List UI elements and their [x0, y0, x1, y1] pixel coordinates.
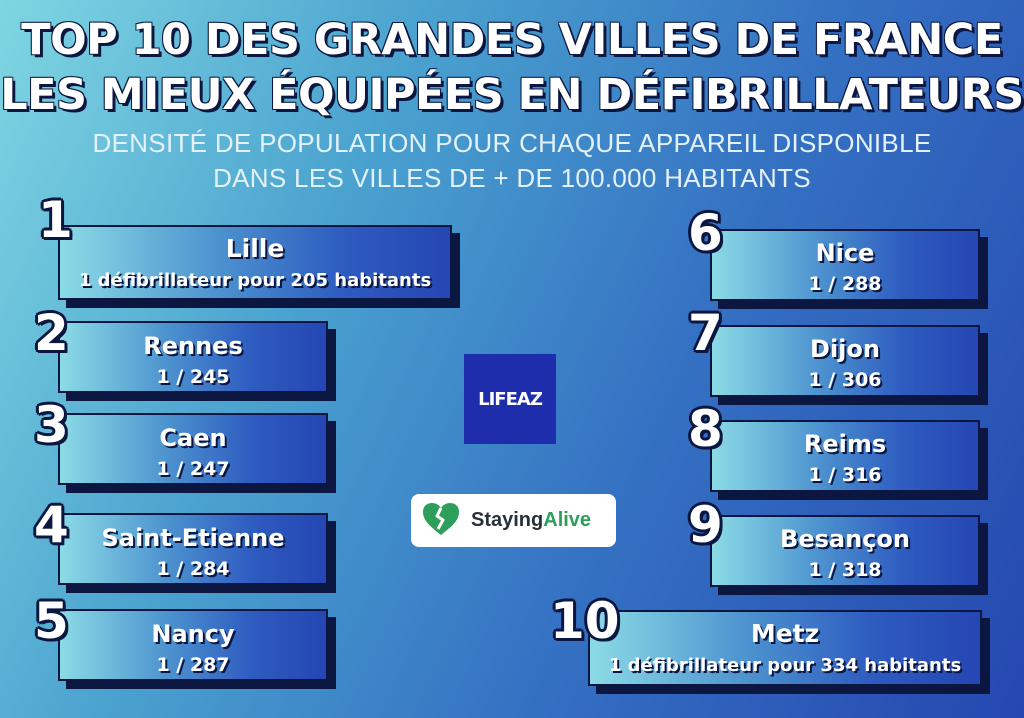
city-name: Metz — [750, 619, 820, 648]
rank-number-7: 7 — [688, 304, 723, 362]
rank-number-3: 3 — [34, 396, 69, 454]
rank-card-4: Saint-Etienne 1 / 284 — [58, 513, 328, 585]
city-name: Nice — [815, 239, 875, 267]
density-ratio: 1 / 316 — [808, 464, 882, 486]
lifeaz-logo-text: LIFEAZ — [478, 388, 543, 410]
rank-card-10: Metz 1 défibrillateur pour 334 habitants — [588, 610, 982, 686]
rank-card-3: Caen 1 / 247 — [58, 413, 328, 485]
city-name: Reims — [803, 430, 887, 458]
density-ratio: 1 / 245 — [156, 366, 230, 388]
city-name: Caen — [159, 424, 227, 452]
rank-number-4: 4 — [34, 496, 69, 554]
subtitle-line-2: DANS LES VILLES DE + DE 100.000 HABITANT… — [213, 163, 811, 193]
density-ratio: 1 / 318 — [808, 559, 882, 581]
rank-card-9: Besançon 1 / 318 — [710, 515, 980, 587]
lifeaz-logo: LIFEAZ — [464, 354, 556, 444]
rank-card-2: Rennes 1 / 245 — [58, 321, 328, 393]
staying-alive-logo: StayingAlive — [411, 494, 616, 547]
rank-number-5: 5 — [34, 592, 69, 650]
broken-heart-icon — [421, 501, 461, 541]
rank-number-8: 8 — [688, 400, 723, 458]
rank-number-1: 1 — [38, 191, 73, 249]
subtitle-line-1: DENSITÉ DE POPULATION POUR CHAQUE APPARE… — [92, 128, 932, 158]
density-ratio: 1 défibrillateur pour 334 habitants — [608, 655, 962, 676]
city-name: Saint-Etienne — [101, 524, 285, 552]
city-name: Besançon — [780, 525, 910, 553]
title-line-2: LES MIEUX ÉQUIPÉES EN DÉFIBRILLATEURS — [0, 70, 1024, 120]
density-ratio: 1 défibrillateur pour 205 habitants — [78, 270, 432, 291]
city-name: Rennes — [143, 332, 243, 360]
density-ratio: 1 / 288 — [808, 273, 882, 295]
density-ratio: 1 / 284 — [156, 558, 230, 580]
rank-card-8: Reims 1 / 316 — [710, 420, 980, 492]
rank-card-6: Nice 1 / 288 — [710, 229, 980, 301]
density-ratio: 1 / 247 — [156, 458, 230, 480]
rank-card-1: Lille 1 défibrillateur pour 205 habitant… — [58, 225, 452, 300]
city-name: Lille — [225, 234, 285, 263]
city-name: Dijon — [810, 335, 880, 363]
density-ratio: 1 / 306 — [808, 369, 882, 391]
city-name: Nancy — [151, 620, 235, 648]
rank-card-5: Nancy 1 / 287 — [58, 609, 328, 681]
staying-alive-text: StayingAlive — [471, 509, 592, 531]
rank-number-10: 10 — [550, 592, 620, 650]
density-ratio: 1 / 287 — [156, 654, 230, 676]
rank-card-7: Dijon 1 / 306 — [710, 325, 980, 397]
rank-number-6: 6 — [688, 204, 723, 262]
rank-number-9: 9 — [688, 496, 723, 554]
title-line-1: TOP 10 DES GRANDES VILLES DE FRANCE — [21, 15, 1003, 65]
rank-number-2: 2 — [34, 304, 69, 362]
